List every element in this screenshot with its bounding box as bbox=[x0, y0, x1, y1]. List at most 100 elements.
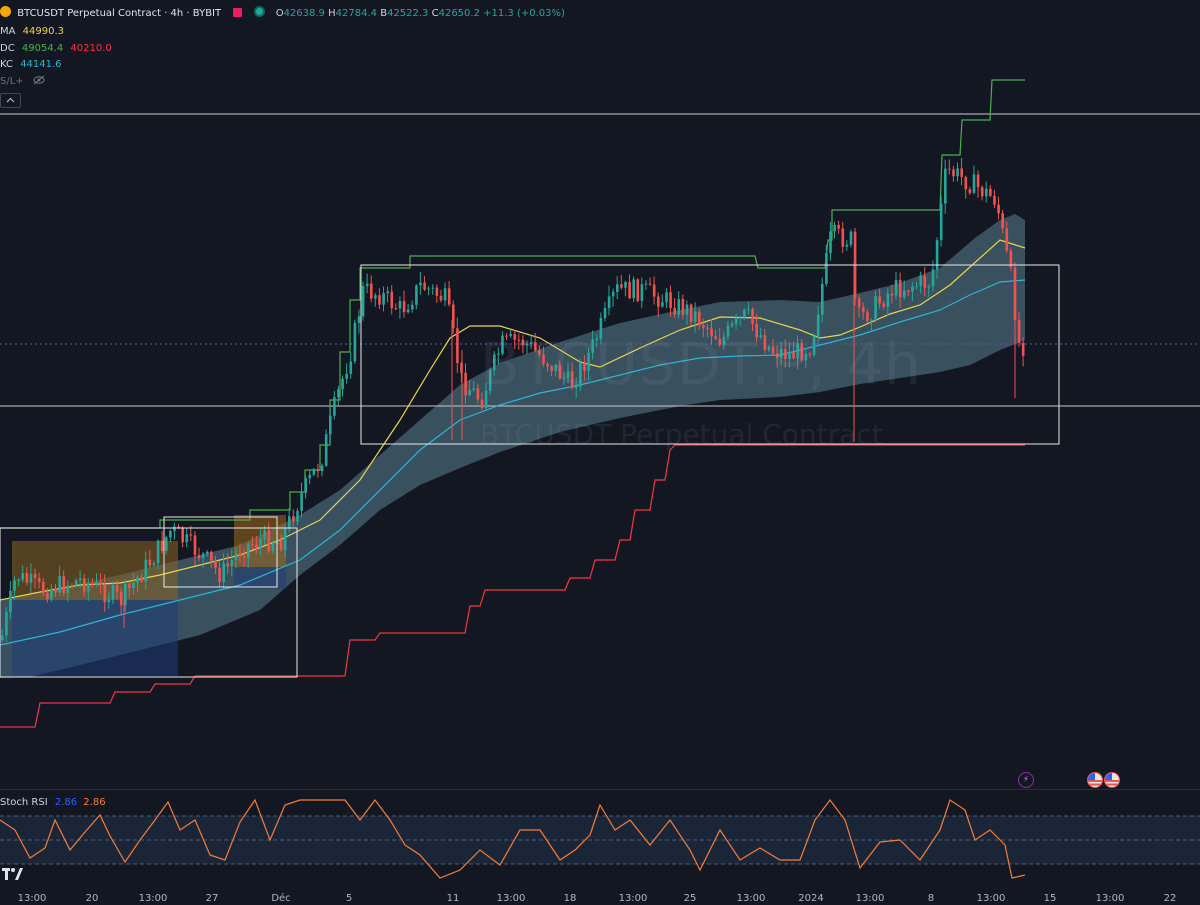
candle-body bbox=[985, 188, 988, 197]
candle-body bbox=[78, 578, 82, 581]
candle-body bbox=[800, 342, 804, 361]
candle-body bbox=[197, 555, 201, 558]
flag-us-icon[interactable] bbox=[1104, 772, 1120, 788]
candle-body bbox=[554, 364, 558, 372]
candle-body bbox=[665, 292, 668, 303]
candle-body bbox=[402, 301, 406, 313]
stoch-rsi-label: Stoch RSI bbox=[0, 797, 48, 808]
candle-body bbox=[595, 338, 599, 340]
kc-legend[interactable]: KC 44141.6 bbox=[0, 58, 62, 72]
candle-body bbox=[628, 281, 631, 299]
sl-legend[interactable]: S/L+ bbox=[0, 75, 45, 89]
candle-body bbox=[361, 286, 365, 317]
candle-body bbox=[242, 555, 246, 558]
candle-body bbox=[201, 553, 205, 558]
time-axis-label: 2024 bbox=[798, 893, 824, 904]
candle-body bbox=[767, 346, 771, 351]
candle-body bbox=[378, 295, 381, 305]
candle-body bbox=[759, 335, 763, 338]
time-axis-label: 27 bbox=[205, 893, 219, 904]
candle-body bbox=[406, 309, 410, 313]
candle-body bbox=[812, 336, 816, 355]
candle-body bbox=[898, 279, 902, 298]
candle-body bbox=[915, 285, 918, 287]
candle-body bbox=[452, 304, 455, 329]
candle-body bbox=[603, 308, 607, 318]
candle-body bbox=[903, 290, 906, 298]
candle-body bbox=[956, 168, 959, 177]
candle-body bbox=[976, 174, 980, 188]
dc-legend[interactable]: DC 49054.4 40210.0 bbox=[0, 42, 112, 56]
time-axis-label: 13:00 bbox=[17, 893, 47, 904]
candle-body bbox=[128, 583, 131, 588]
candle-body bbox=[644, 283, 648, 285]
chevron-up-icon bbox=[6, 97, 15, 103]
candle-body bbox=[702, 325, 705, 328]
bookmark-icon[interactable] bbox=[233, 8, 243, 17]
candle-body bbox=[316, 469, 320, 472]
candle-body bbox=[119, 591, 123, 606]
candle-body bbox=[788, 352, 791, 360]
candle-body bbox=[345, 373, 348, 379]
candle-body bbox=[124, 583, 127, 606]
candle-body bbox=[21, 573, 25, 580]
candle-body bbox=[870, 320, 873, 322]
range-box bbox=[0, 527, 298, 678]
time-axis-label: 13:00 bbox=[618, 893, 648, 904]
candle-body bbox=[747, 309, 750, 311]
time-axis-label: 13:00 bbox=[976, 893, 1006, 904]
candle-body bbox=[230, 559, 234, 567]
candle-body bbox=[193, 535, 197, 556]
candle-body bbox=[263, 530, 266, 540]
candle-body bbox=[550, 366, 553, 372]
sl-label: S/L+ bbox=[0, 76, 24, 87]
ohlc-high-value: 42784.4 bbox=[335, 8, 377, 19]
time-axis-label: 5 bbox=[345, 893, 353, 904]
highlight-zone-blue bbox=[12, 600, 178, 676]
market-status-icon[interactable] bbox=[253, 6, 265, 17]
candle-body bbox=[140, 577, 143, 582]
candle-body bbox=[796, 342, 799, 359]
symbol-legend[interactable]: BTCUSDT Perpetual Contract · 4h · BYBIT … bbox=[0, 6, 565, 21]
candle-body bbox=[160, 540, 164, 551]
tradingview-logo-icon[interactable] bbox=[2, 866, 24, 880]
bybit-logo-icon bbox=[0, 6, 11, 17]
candle-body bbox=[210, 551, 213, 561]
stoch-rsi-legend[interactable]: Stoch RSI 2.86 2.86 bbox=[0, 796, 106, 810]
candle-body bbox=[513, 334, 517, 340]
lightning-icon[interactable]: ⚡ bbox=[1018, 772, 1034, 788]
candle-body bbox=[169, 531, 172, 538]
candle-body bbox=[66, 585, 70, 593]
candle-body bbox=[70, 585, 74, 587]
candle-body bbox=[907, 290, 910, 292]
candle-body bbox=[156, 540, 160, 564]
time-axis-label: 13:00 bbox=[1095, 893, 1125, 904]
candle-body bbox=[5, 612, 8, 636]
symbol-title[interactable]: BTCUSDT Perpetual Contract · 4h · BYBIT bbox=[17, 8, 222, 19]
ma-legend[interactable]: MA 44990.3 bbox=[0, 25, 64, 39]
candle-body bbox=[95, 581, 98, 585]
time-axis-label: 13:00 bbox=[855, 893, 885, 904]
candle-body bbox=[825, 253, 828, 284]
candle-body bbox=[222, 563, 225, 583]
dc-upper-value: 49054.4 bbox=[21, 43, 64, 54]
stoch-rsi-d-value: 2.86 bbox=[83, 797, 106, 808]
candle-body bbox=[837, 224, 840, 229]
candle-body bbox=[583, 363, 586, 371]
eye-off-icon[interactable] bbox=[33, 75, 45, 85]
collapse-legend-button[interactable] bbox=[0, 93, 21, 108]
candle-body bbox=[423, 282, 426, 290]
ma-value: 44990.3 bbox=[22, 26, 65, 37]
candle-body bbox=[111, 585, 115, 600]
candle-body bbox=[726, 325, 730, 337]
candle-body bbox=[435, 287, 439, 296]
candle-body bbox=[607, 296, 611, 309]
candle-body bbox=[997, 204, 1000, 214]
candle-body bbox=[648, 283, 652, 285]
candle-body bbox=[439, 295, 443, 301]
ohlc-low-label: B bbox=[380, 8, 388, 19]
candle-body bbox=[251, 543, 254, 545]
flag-us-icon[interactable] bbox=[1087, 772, 1103, 788]
candle-body bbox=[329, 415, 332, 435]
